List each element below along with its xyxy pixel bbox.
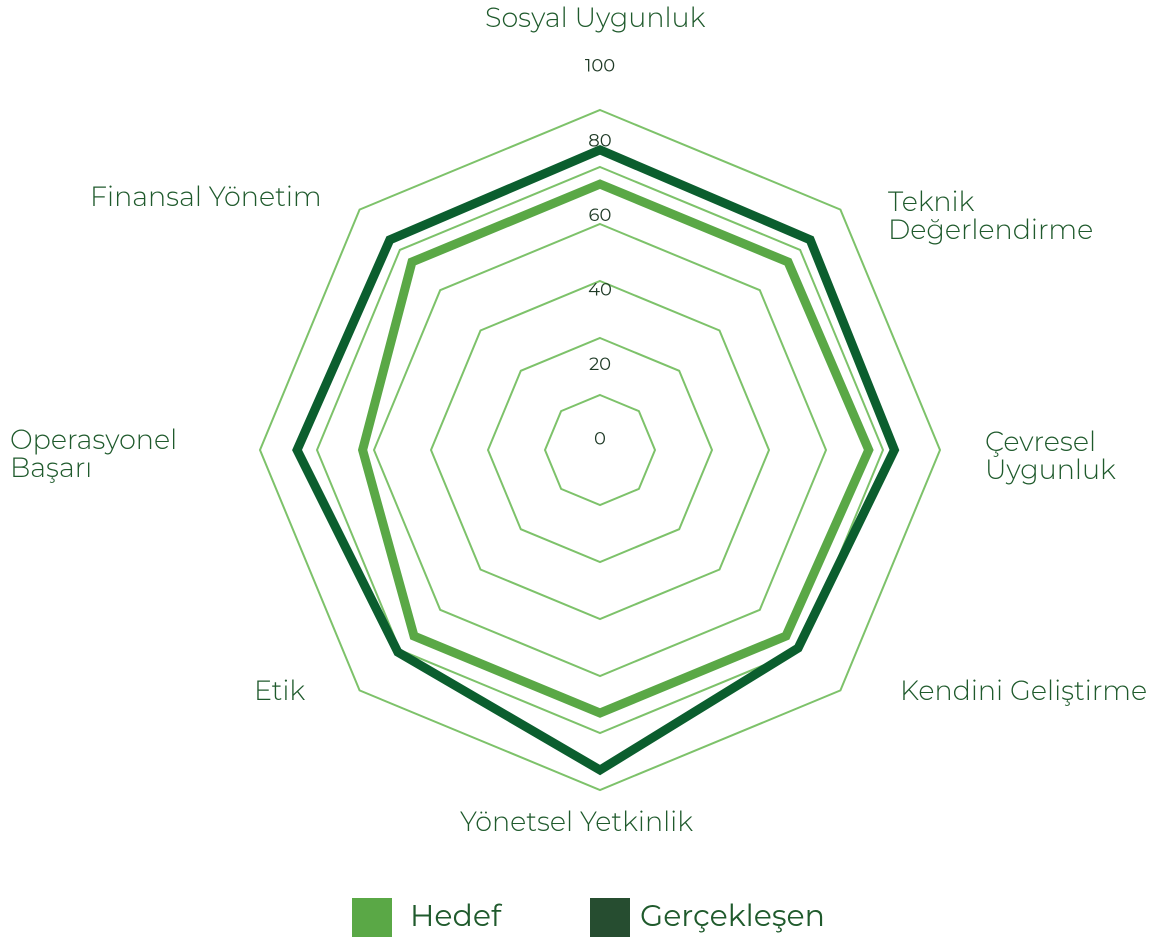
category-label: Çevresel Uygunluk xyxy=(985,425,1116,486)
grid-ring xyxy=(258,108,942,792)
legend-label: Gerçekleşen xyxy=(640,897,825,934)
category-label: Yönetsel Yetkinlik xyxy=(460,805,693,838)
category-label: Teknik Değerlendirme xyxy=(888,185,1094,246)
legend-swatch xyxy=(352,898,392,937)
grid-ring xyxy=(315,165,885,735)
series-line xyxy=(357,179,874,718)
r-tick-label: 0 xyxy=(594,428,606,450)
series-line xyxy=(292,145,900,776)
category-label: Operasyonel Başarı xyxy=(10,423,178,484)
r-tick-label: 20 xyxy=(589,353,611,375)
grid-ring xyxy=(429,279,771,621)
legend-label: Hedef xyxy=(410,897,502,934)
category-label: Sosyal Uygunluk xyxy=(485,1,706,34)
grid-ring xyxy=(372,222,828,678)
r-tick-label: 100 xyxy=(585,55,615,77)
grid-ring xyxy=(486,336,714,564)
r-tick-label: 40 xyxy=(588,279,612,301)
r-tick-label: 60 xyxy=(589,204,612,226)
category-label: Kendini Geliştirme xyxy=(900,674,1148,707)
category-label: Finansal Yönetim xyxy=(90,180,322,213)
category-label: Etik xyxy=(254,674,306,707)
r-tick-label: 80 xyxy=(588,129,611,151)
grid-ring xyxy=(543,393,657,507)
legend-swatch xyxy=(590,898,630,937)
